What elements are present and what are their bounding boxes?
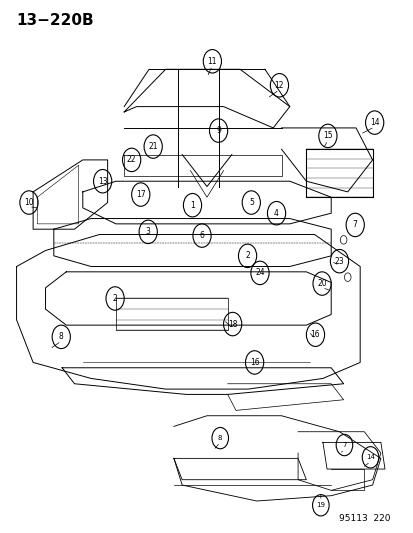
Text: 3: 3 (145, 228, 150, 236)
Text: 16: 16 (310, 330, 320, 339)
Text: 7: 7 (352, 221, 357, 229)
Text: 19: 19 (316, 502, 325, 508)
Text: 2: 2 (112, 294, 117, 303)
Text: 12: 12 (274, 81, 283, 90)
Circle shape (339, 236, 346, 244)
Text: 20: 20 (316, 279, 326, 288)
Text: 5: 5 (248, 198, 253, 207)
Text: 18: 18 (228, 320, 237, 328)
Text: 8: 8 (59, 333, 64, 341)
Text: 7: 7 (342, 442, 346, 448)
Circle shape (344, 273, 350, 281)
Text: 14: 14 (369, 118, 379, 127)
Text: 10: 10 (24, 198, 34, 207)
Text: 21: 21 (148, 142, 157, 151)
Text: 9: 9 (216, 126, 221, 135)
Text: 2: 2 (244, 252, 249, 260)
Text: 14: 14 (365, 454, 374, 461)
Text: 13−220B: 13−220B (17, 13, 94, 28)
Text: 17: 17 (135, 190, 145, 199)
Text: 16: 16 (249, 358, 259, 367)
Text: 4: 4 (273, 209, 278, 217)
Text: 6: 6 (199, 231, 204, 240)
Text: 15: 15 (322, 132, 332, 140)
Text: 1: 1 (190, 201, 195, 209)
Text: 11: 11 (207, 57, 216, 66)
Text: 22: 22 (127, 156, 136, 164)
Text: 8: 8 (218, 435, 222, 441)
Text: 24: 24 (254, 269, 264, 277)
Text: 13: 13 (97, 177, 107, 185)
Text: 95113  220: 95113 220 (338, 514, 389, 523)
Text: 23: 23 (334, 257, 344, 265)
